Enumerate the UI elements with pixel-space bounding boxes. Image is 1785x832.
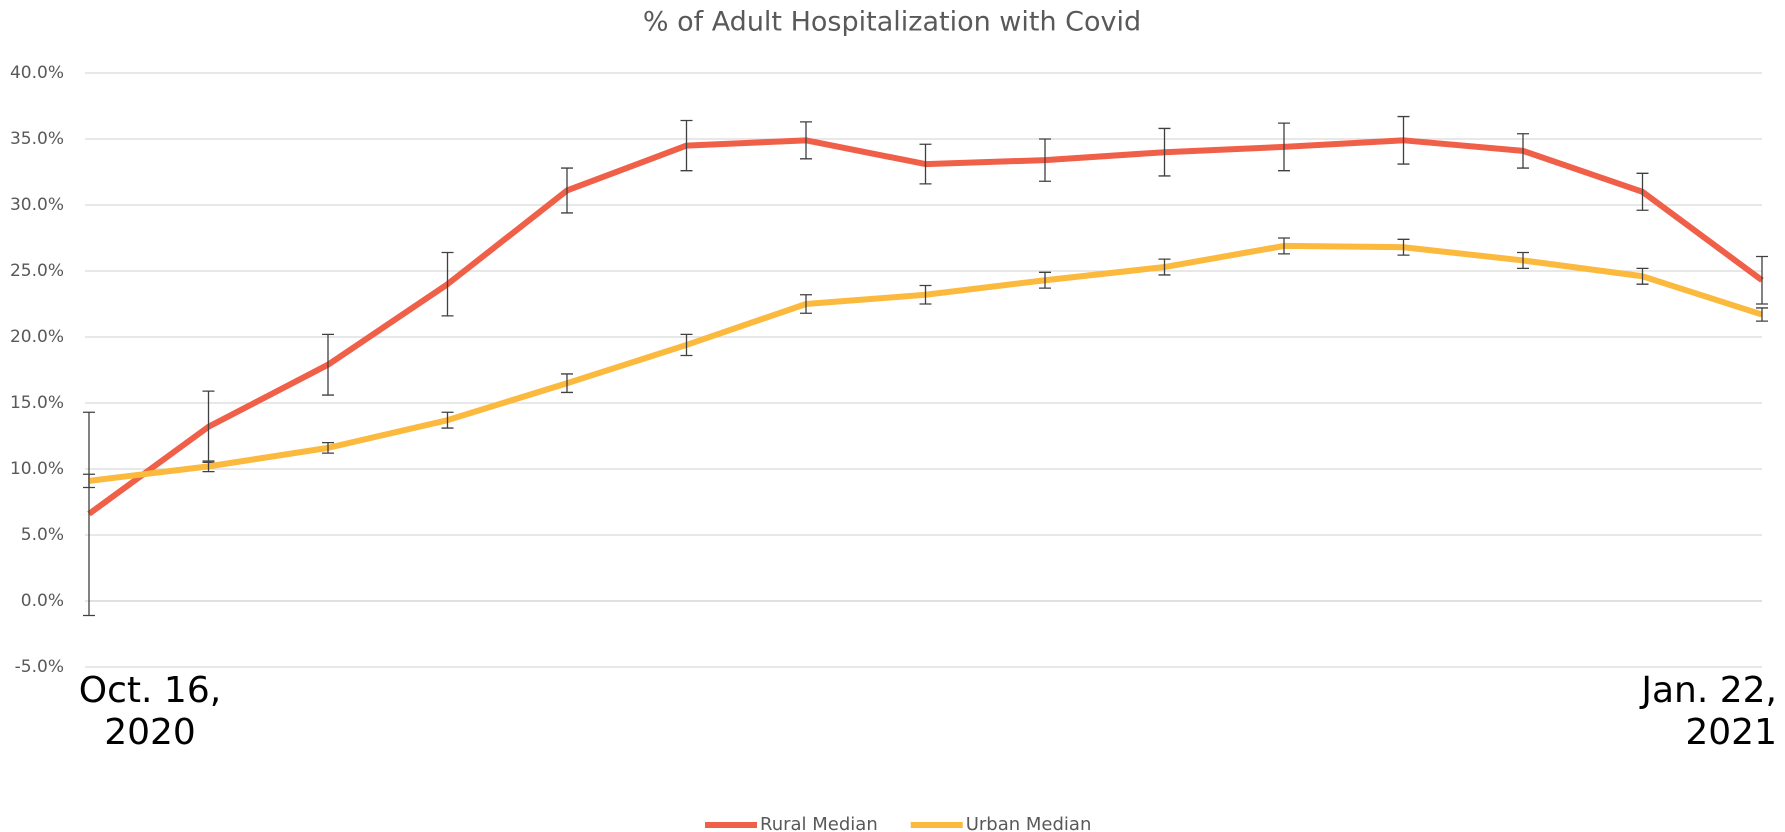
- error-bar: [561, 167, 573, 214]
- error-bar: [1636, 172, 1649, 211]
- y-tick-label: -5.0%: [15, 657, 64, 677]
- error-bar: [1517, 133, 1529, 169]
- y-tick-label: 5.0%: [21, 525, 64, 545]
- y-tick-label: 30.0%: [10, 195, 64, 215]
- legend-label: Rural Median: [760, 814, 878, 832]
- error-bar: [561, 373, 573, 394]
- error-bar: [202, 460, 215, 473]
- series-line: [88, 242, 1763, 484]
- error-bar: [1756, 255, 1768, 305]
- error-bar: [1397, 115, 1410, 165]
- error-bar: [1756, 307, 1768, 322]
- y-tick-label: 25.0%: [10, 261, 64, 281]
- error-bar: [919, 284, 932, 305]
- error-bar: [441, 411, 454, 429]
- error-bar: [800, 121, 812, 160]
- y-tick-label: 15.0%: [10, 393, 64, 413]
- error-bar: [1158, 258, 1171, 276]
- legend-label: Urban Median: [966, 814, 1092, 832]
- y-tick-label: 20.0%: [10, 327, 64, 347]
- error-bar: [1158, 127, 1171, 177]
- error-bar: [1517, 251, 1529, 270]
- error-bar: [1278, 237, 1290, 255]
- error-bar: [680, 119, 693, 172]
- y-tick-label: 35.0%: [10, 129, 64, 149]
- error-bar: [919, 143, 932, 185]
- error-bar: [1278, 122, 1290, 172]
- x-tick-label: Jan. 22, 2021: [1641, 670, 1777, 753]
- error-bar: [1636, 267, 1649, 285]
- x-tick-label: Oct. 16, 2020: [78, 670, 222, 753]
- error-bar: [322, 333, 334, 396]
- error-bar: [83, 473, 95, 489]
- error-bar: [322, 441, 334, 454]
- error-bar: [441, 251, 454, 317]
- y-tick-label: 40.0%: [10, 63, 64, 83]
- error-bar: [800, 294, 812, 314]
- y-tick-label: 10.0%: [10, 459, 64, 479]
- error-bar: [1397, 238, 1410, 256]
- error-bar: [1039, 138, 1051, 182]
- error-bar: [680, 333, 693, 357]
- chart-title: % of Adult Hospitalization with Covid: [643, 7, 1141, 38]
- error-bar: [83, 411, 95, 617]
- y-tick-label: 0.0%: [21, 591, 64, 611]
- error-bar: [1039, 271, 1051, 289]
- series-line: [87, 137, 1764, 517]
